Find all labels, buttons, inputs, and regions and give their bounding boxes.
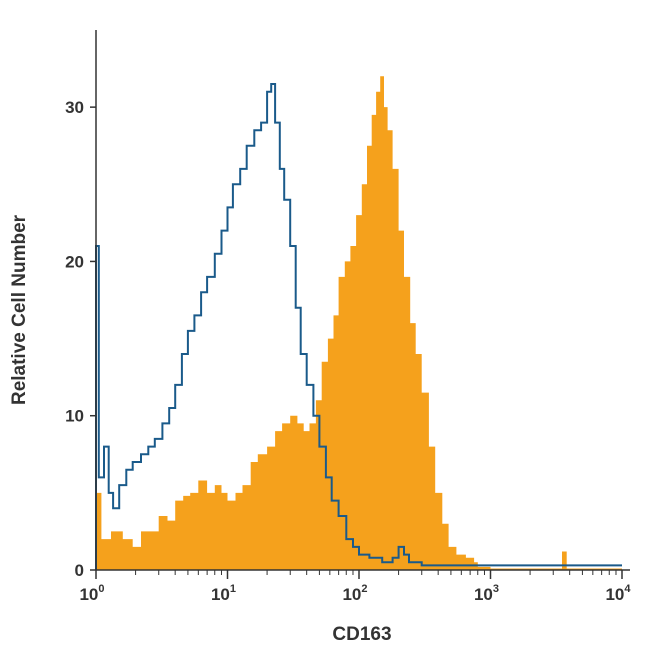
x-tick-label: 103 <box>474 583 499 604</box>
y-axis-title: Relative Cell Number <box>9 214 30 405</box>
x-axis-title: CD163 <box>332 624 391 645</box>
y-tick-label: 20 <box>65 252 84 271</box>
series-layer <box>95 76 622 571</box>
x-tick-label: 100 <box>79 583 104 604</box>
series-1-outline-histogram <box>95 83 622 570</box>
y-tick-label: 30 <box>65 98 84 117</box>
x-tick-label: 104 <box>605 583 631 604</box>
y-tick-label: 10 <box>65 407 84 426</box>
ticks-layer: 0 10 20 30 100 101 102 103 104 <box>65 98 631 604</box>
axes-layer <box>95 30 630 571</box>
x-tick-label: 101 <box>211 583 236 604</box>
x-tick-label: 102 <box>342 583 367 604</box>
series-0-filled-histogram <box>96 76 622 571</box>
y-tick-label: 0 <box>75 561 84 580</box>
